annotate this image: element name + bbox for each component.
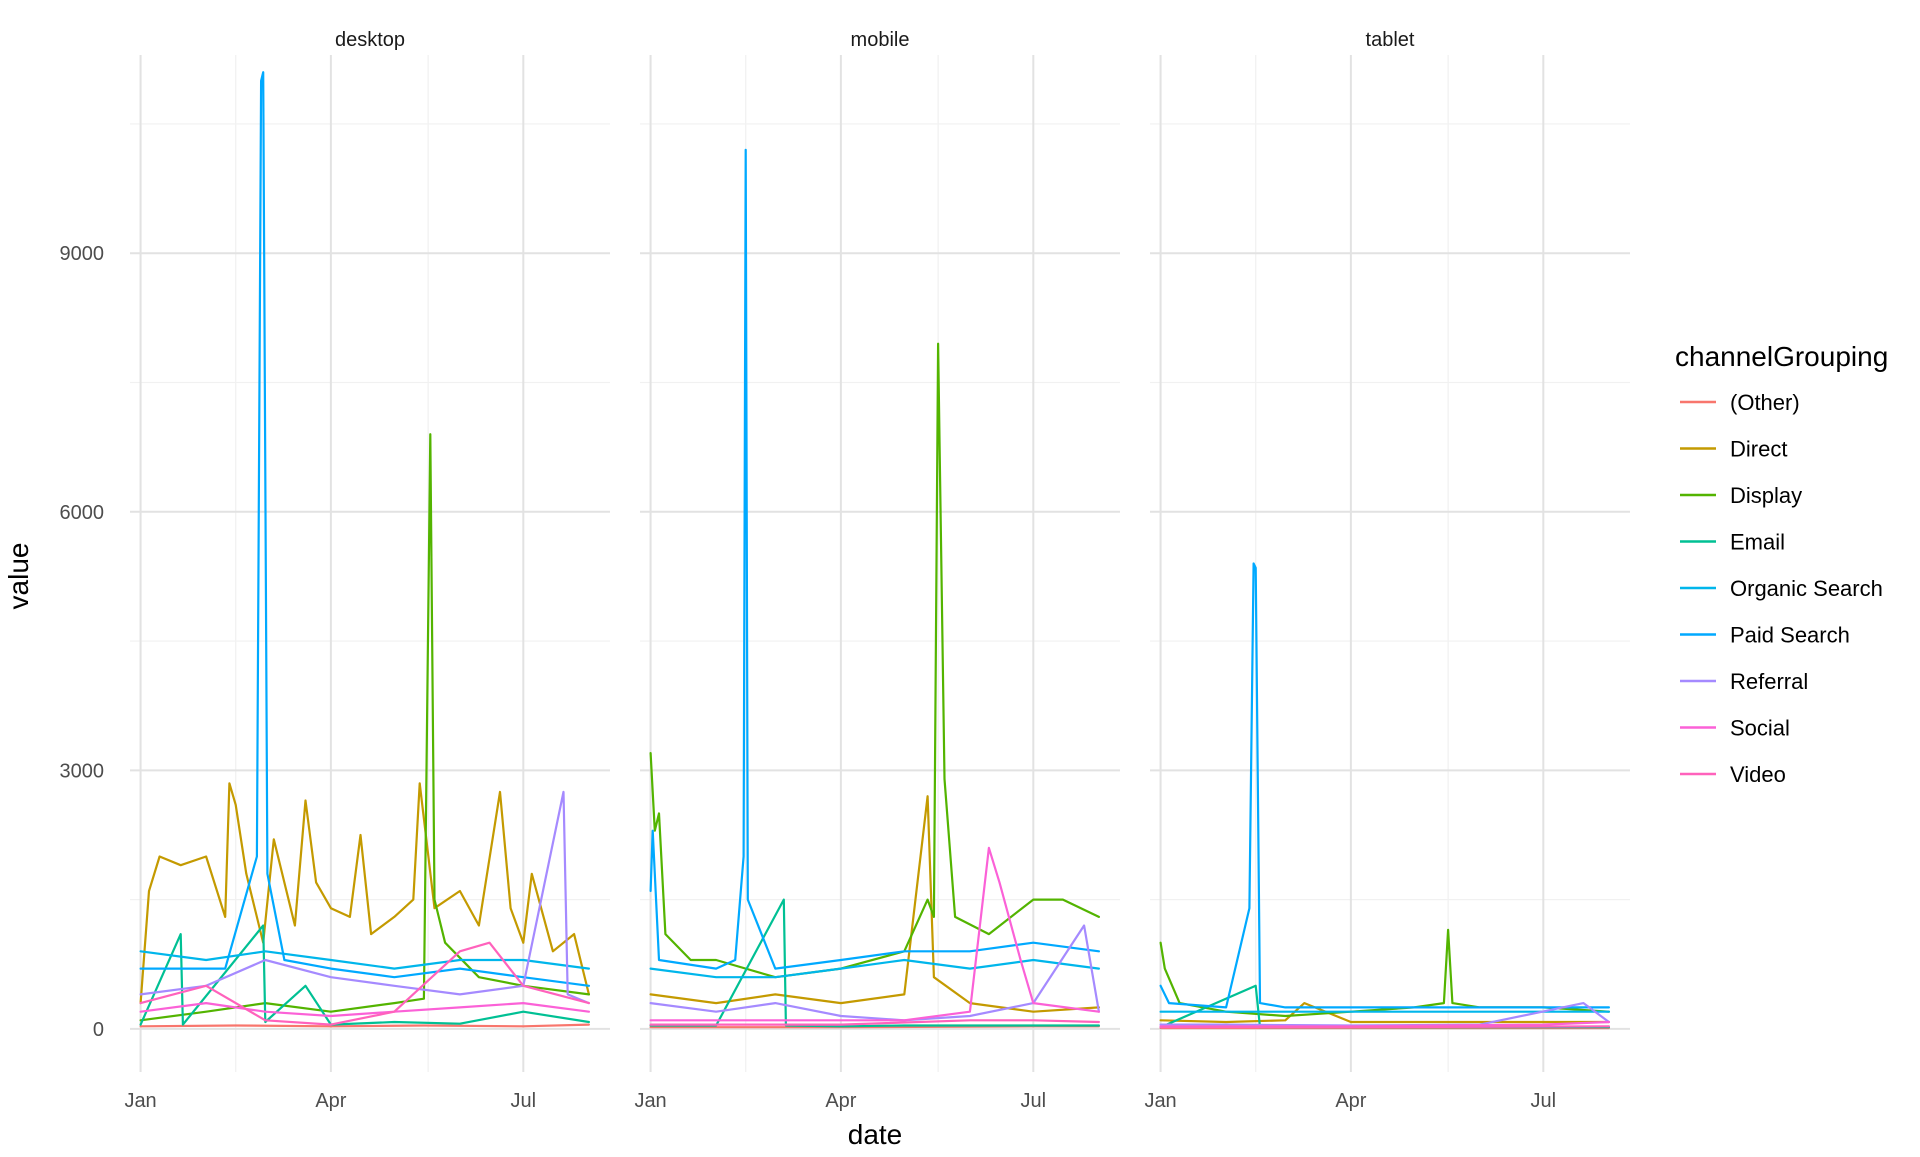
legend-label: (Other): [1730, 390, 1800, 415]
series-line-referral: [139, 790, 590, 1005]
series-line-email: [139, 924, 590, 1026]
series-line-organic-search: [649, 958, 1100, 979]
series-line-direct: [139, 782, 590, 1005]
x-tick-label: Jul: [1021, 1090, 1047, 1112]
facet-label: tablet: [1366, 29, 1415, 51]
legend-label: Social: [1730, 716, 1790, 741]
legend-label: Direct: [1730, 437, 1787, 462]
series-line-paid-search: [1159, 562, 1610, 1009]
series-line-video: [139, 941, 590, 1026]
y-tick-label: 6000: [60, 502, 105, 524]
series-line-display: [139, 433, 590, 1022]
series-line-paid-search: [139, 71, 590, 987]
x-tick-label: Apr: [315, 1090, 346, 1112]
legend-label: Organic Search: [1730, 576, 1883, 601]
legend-label: Referral: [1730, 669, 1808, 694]
panel-tablet: tablet Jan Apr Jul: [1144, 29, 1630, 1112]
y-tick-label: 3000: [60, 760, 105, 782]
x-tick-label: Jul: [1531, 1090, 1557, 1112]
x-tick-label: Apr: [1335, 1090, 1366, 1112]
series-line-referral: [649, 924, 1100, 1022]
y-axis-title: value: [3, 543, 34, 610]
x-tick-label: Apr: [825, 1090, 856, 1112]
series-line-display: [649, 342, 1100, 979]
series-line-video: [1159, 1025, 1610, 1029]
legend-title: channelGrouping: [1675, 341, 1888, 372]
series-line-social: [649, 846, 1100, 1022]
y-tick-label: 0: [93, 1019, 104, 1041]
y-tick-label: 9000: [60, 243, 105, 265]
panel-desktop: desktop Jan Apr Jul: [124, 29, 610, 1112]
x-tick-label: Jul: [511, 1090, 537, 1112]
legend-label: Video: [1730, 762, 1786, 787]
x-tick-label: Jan: [124, 1090, 156, 1112]
series-line-other: [139, 1023, 590, 1028]
series-line-social: [139, 1002, 590, 1018]
series-line-paid-search: [649, 148, 1100, 970]
legend-label: Paid Search: [1730, 623, 1850, 648]
series-line-email: [649, 898, 1100, 1028]
series-line-organic-search: [139, 950, 590, 970]
facet-label: desktop: [335, 29, 405, 51]
legend-label: Display: [1730, 483, 1802, 508]
x-tick-label: Jan: [634, 1090, 666, 1112]
legend-label: Email: [1730, 530, 1785, 555]
x-axis-title: date: [848, 1119, 903, 1150]
series-line-video: [649, 1019, 1100, 1026]
panel-mobile: mobile Jan Apr Jul: [634, 29, 1120, 1112]
legend: (Other) Direct Display Email Organic Search P…: [1680, 390, 1883, 787]
x-tick-label: Jan: [1144, 1090, 1176, 1112]
series-line-direct: [649, 795, 1100, 1013]
facet-label: mobile: [851, 29, 910, 51]
